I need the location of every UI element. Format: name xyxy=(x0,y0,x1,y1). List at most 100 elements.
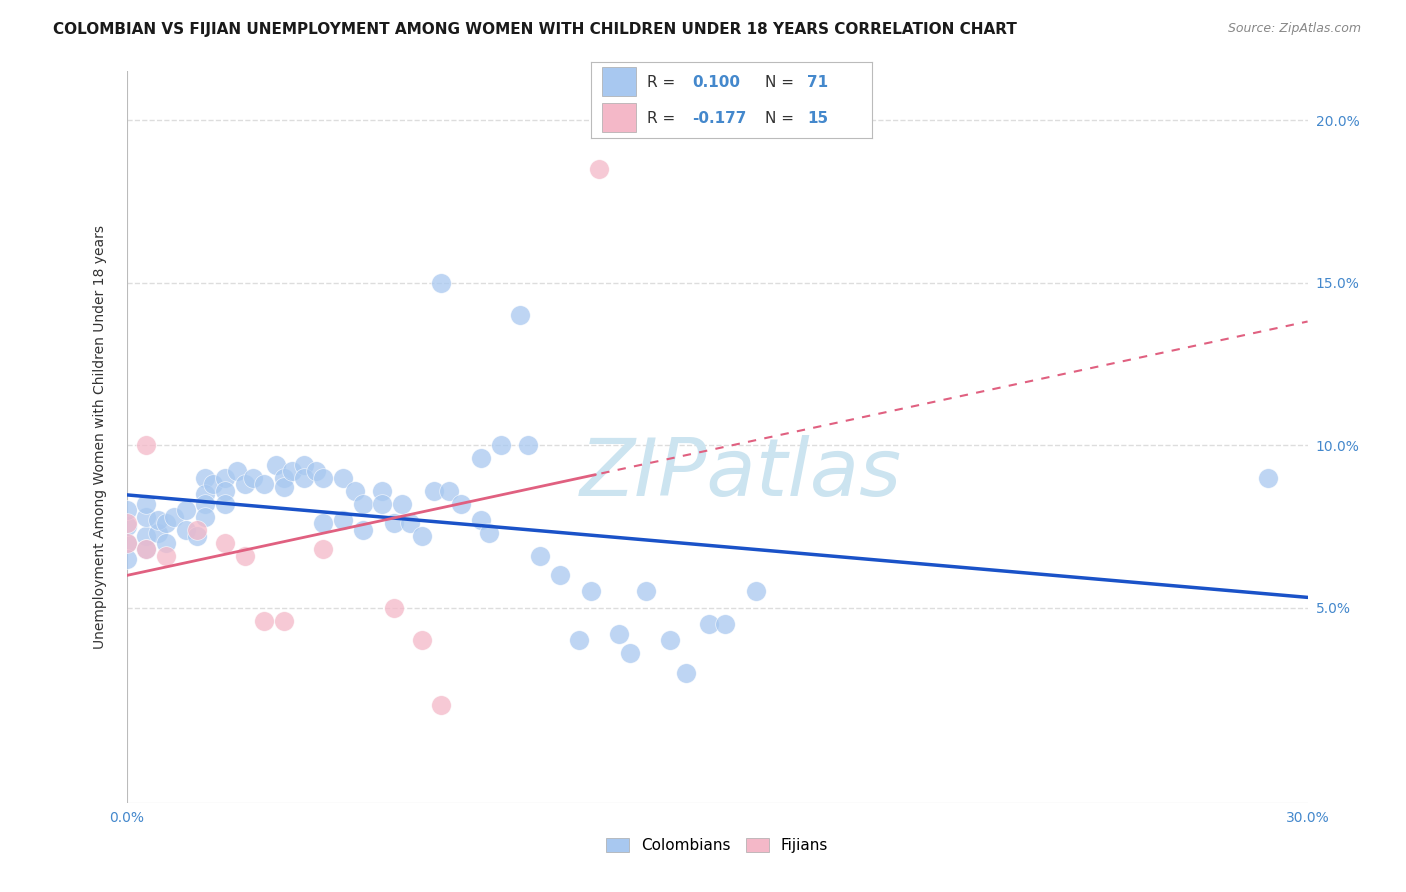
Point xyxy=(264,458,287,472)
Text: COLOMBIAN VS FIJIAN UNEMPLOYMENT AMONG WOMEN WITH CHILDREN UNDER 18 YEARS CORREL: COLOMBIAN VS FIJIAN UNEMPLOYMENT AMONG W… xyxy=(53,22,1018,37)
Point xyxy=(658,633,681,648)
FancyBboxPatch shape xyxy=(602,103,636,132)
Point xyxy=(489,438,512,452)
Point xyxy=(548,568,571,582)
Point xyxy=(115,552,138,566)
Point xyxy=(399,516,422,531)
Point xyxy=(332,471,354,485)
Point xyxy=(194,497,217,511)
Point xyxy=(253,477,276,491)
Point xyxy=(292,458,315,472)
Point xyxy=(352,523,374,537)
Text: R =: R = xyxy=(647,111,681,126)
Point xyxy=(155,535,177,549)
Point xyxy=(194,471,217,485)
Point xyxy=(214,535,236,549)
Point xyxy=(312,471,335,485)
Point xyxy=(273,614,295,628)
Point xyxy=(155,516,177,531)
Point xyxy=(135,542,157,557)
Y-axis label: Unemployment Among Women with Children Under 18 years: Unemployment Among Women with Children U… xyxy=(93,225,107,649)
Point xyxy=(450,497,472,511)
Point xyxy=(619,646,641,660)
Point xyxy=(371,483,394,498)
Point xyxy=(135,497,157,511)
Point xyxy=(382,600,405,615)
Point xyxy=(745,584,768,599)
Point xyxy=(214,497,236,511)
Point xyxy=(135,438,157,452)
Point xyxy=(242,471,264,485)
Point xyxy=(509,308,531,322)
Point xyxy=(391,497,413,511)
Point xyxy=(304,464,326,478)
Point xyxy=(312,542,335,557)
Point xyxy=(202,477,225,491)
Point xyxy=(186,523,208,537)
Point xyxy=(470,451,492,466)
Point xyxy=(233,549,256,563)
Point xyxy=(115,519,138,533)
Point xyxy=(115,535,138,549)
FancyBboxPatch shape xyxy=(602,67,636,95)
Point xyxy=(174,503,197,517)
Text: 15: 15 xyxy=(807,111,828,126)
Point xyxy=(714,617,737,632)
Point xyxy=(588,161,610,176)
Point xyxy=(422,483,444,498)
Point xyxy=(146,526,169,541)
Point xyxy=(332,513,354,527)
Point xyxy=(115,535,138,549)
Point xyxy=(253,614,276,628)
Text: N =: N = xyxy=(765,111,799,126)
Point xyxy=(343,483,366,498)
Point xyxy=(135,509,157,524)
Point xyxy=(478,526,501,541)
Point xyxy=(352,497,374,511)
Point xyxy=(371,497,394,511)
Point xyxy=(675,665,697,680)
Point xyxy=(115,516,138,531)
Point xyxy=(194,487,217,501)
Point xyxy=(281,464,304,478)
Point xyxy=(430,698,453,713)
Point xyxy=(430,276,453,290)
Point xyxy=(146,513,169,527)
Point xyxy=(607,626,630,640)
Point xyxy=(174,523,197,537)
Point xyxy=(1257,471,1279,485)
Point xyxy=(225,464,247,478)
Text: ZIPatlas: ZIPatlas xyxy=(579,434,901,513)
Point xyxy=(155,549,177,563)
Point xyxy=(411,529,433,543)
Point xyxy=(135,542,157,557)
Point xyxy=(115,503,138,517)
Point xyxy=(439,483,461,498)
Point xyxy=(163,509,186,524)
Point xyxy=(382,516,405,531)
Text: -0.177: -0.177 xyxy=(692,111,747,126)
Point xyxy=(697,617,720,632)
Text: N =: N = xyxy=(765,75,799,90)
Point xyxy=(214,483,236,498)
Point xyxy=(312,516,335,531)
Point xyxy=(636,584,658,599)
Point xyxy=(186,529,208,543)
Point xyxy=(529,549,551,563)
Point xyxy=(273,471,295,485)
Legend: Colombians, Fijians: Colombians, Fijians xyxy=(598,830,837,861)
Text: 0.100: 0.100 xyxy=(692,75,740,90)
Point xyxy=(517,438,540,452)
Text: R =: R = xyxy=(647,75,681,90)
Point xyxy=(568,633,591,648)
Point xyxy=(470,513,492,527)
Point xyxy=(135,529,157,543)
Point xyxy=(273,480,295,494)
Point xyxy=(214,471,236,485)
Text: 71: 71 xyxy=(807,75,828,90)
Point xyxy=(233,477,256,491)
Point xyxy=(194,509,217,524)
Text: Source: ZipAtlas.com: Source: ZipAtlas.com xyxy=(1227,22,1361,36)
Point xyxy=(292,471,315,485)
Point xyxy=(579,584,602,599)
